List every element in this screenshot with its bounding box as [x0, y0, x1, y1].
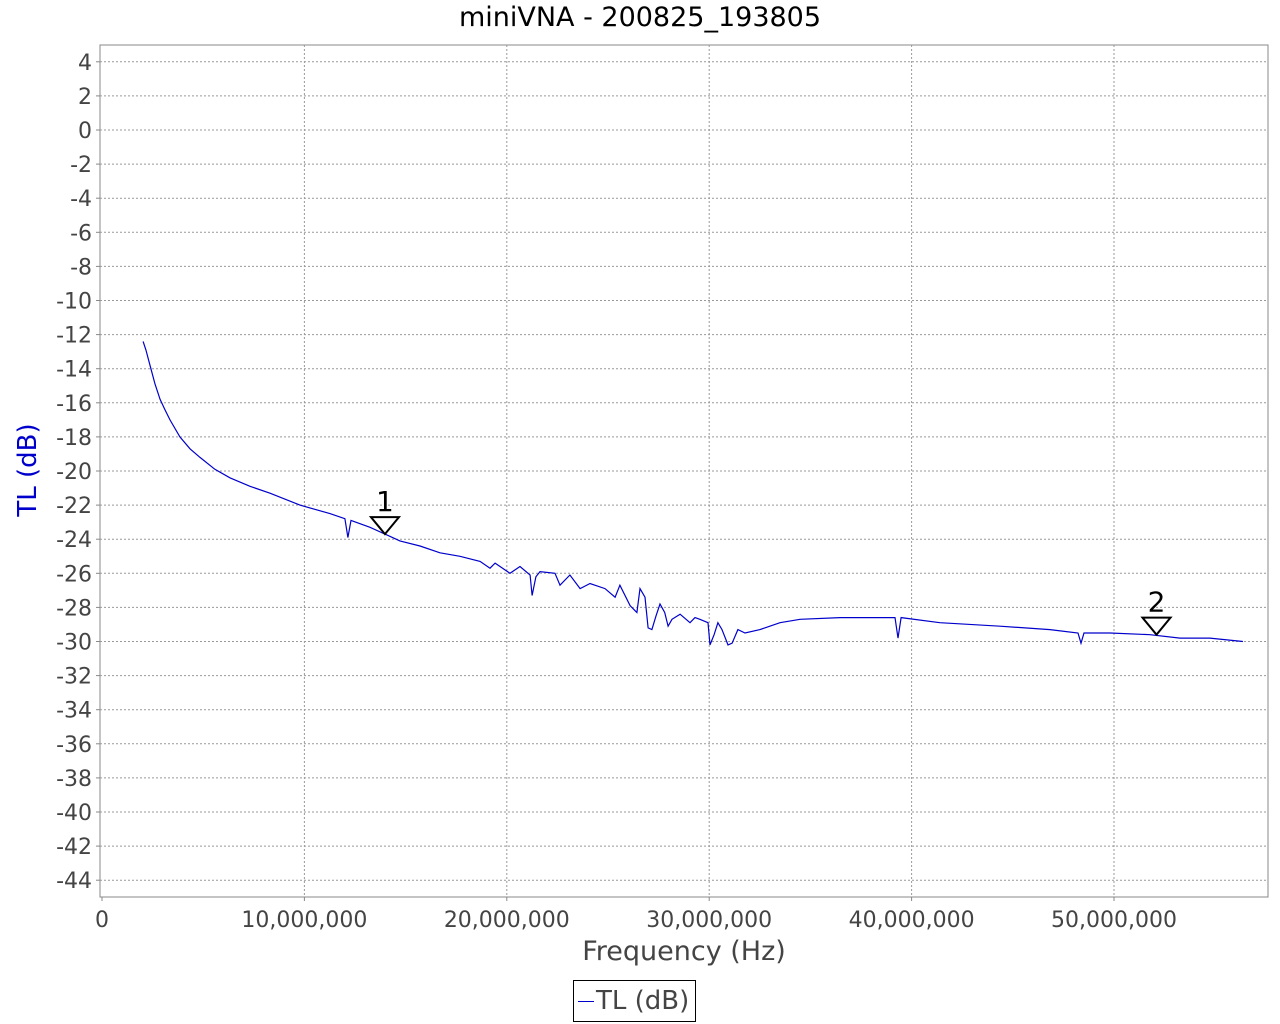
- y-tick-label: -4: [70, 187, 92, 212]
- y-tick-label: -26: [56, 562, 92, 587]
- marker-label: 1: [376, 485, 394, 518]
- y-tick-label: -38: [56, 767, 92, 792]
- y-tick-label: -34: [56, 699, 92, 724]
- y-tick-label: -18: [56, 426, 92, 451]
- x-tick-label: 50,000,000: [1051, 908, 1177, 933]
- marker-label: 2: [1148, 586, 1166, 619]
- y-tick-label: -8: [70, 255, 92, 280]
- y-tick-label: -10: [56, 290, 92, 315]
- y-tick-label: -24: [56, 528, 92, 553]
- x-tick-label: 0: [95, 908, 109, 933]
- marker-triangle: [368, 516, 402, 536]
- y-tick-label: -22: [56, 494, 92, 519]
- x-axis-label: Frequency (Hz): [582, 936, 786, 967]
- y-tick-label: -28: [56, 596, 92, 621]
- y-tick-label: -44: [56, 869, 92, 894]
- y-tick-label: 0: [78, 119, 92, 144]
- legend-swatch: [578, 1000, 594, 1002]
- x-tick-label: 30,000,000: [646, 908, 772, 933]
- chart-title: miniVNA - 200825_193805: [458, 2, 822, 33]
- series-line-tl: [142, 341, 1243, 646]
- marker-triangle: [1140, 616, 1173, 637]
- y-tick-label: -30: [56, 631, 92, 656]
- y-tick-label: -16: [56, 392, 92, 417]
- y-tick-label: -2: [70, 153, 92, 178]
- y-tick-label: -20: [56, 460, 92, 485]
- legend-label: TL (dB): [596, 986, 690, 1016]
- legend: TL (dB): [573, 980, 697, 1022]
- y-tick-label: 4: [78, 51, 92, 76]
- y-tick-label: -40: [56, 801, 92, 826]
- x-tick-label: 40,000,000: [849, 908, 975, 933]
- y-tick-label: -6: [70, 221, 92, 246]
- x-tick-label: 10,000,000: [241, 908, 367, 933]
- y-tick-label: -32: [56, 665, 92, 690]
- y-tick-label: -42: [56, 835, 92, 860]
- y-tick-label: -36: [56, 733, 92, 758]
- y-tick-label: -12: [56, 324, 92, 349]
- x-tick-label: 20,000,000: [444, 908, 570, 933]
- y-tick-label: -14: [56, 358, 92, 383]
- y-tick-label: 2: [78, 85, 92, 110]
